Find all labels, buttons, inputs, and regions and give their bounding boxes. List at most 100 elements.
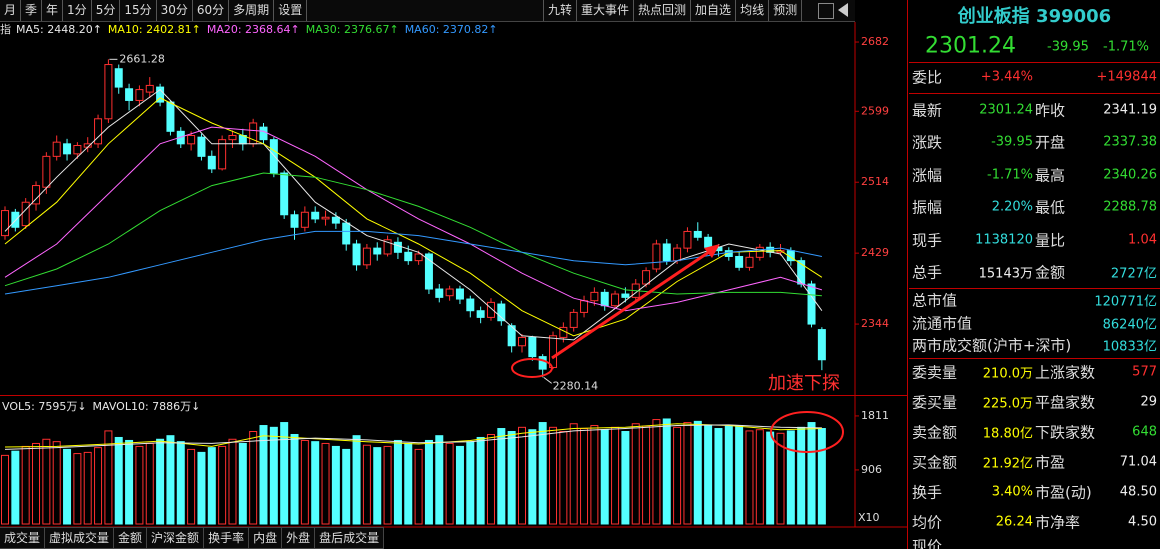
quote-value: 210.0万 bbox=[982, 366, 1033, 382]
candle-body bbox=[569, 311, 578, 328]
indicator-tab[interactable]: 沪深金额 bbox=[147, 527, 205, 549]
candle-body bbox=[455, 288, 464, 300]
candle-body bbox=[42, 155, 51, 188]
volume-bar bbox=[642, 425, 651, 525]
quote-label: 平盘家数 bbox=[1035, 393, 1096, 412]
period-button[interactable]: 多周期 bbox=[229, 0, 275, 21]
volume-bar bbox=[280, 422, 289, 525]
quote-value: 26.24 bbox=[995, 514, 1033, 530]
toolbar: 月季年 1分 5分 15分 30分 60分 多周期 设置 九转 重大事件 热点回测 加自选 均线 预测 bbox=[0, 0, 855, 22]
quote-change: -39.95 bbox=[1047, 39, 1089, 55]
volume-bar bbox=[797, 426, 806, 525]
period-button[interactable]: 季 bbox=[21, 0, 43, 21]
candle-body bbox=[331, 216, 340, 224]
quote-label: 委比 bbox=[912, 68, 943, 87]
tool-button[interactable]: 加自选 bbox=[691, 0, 737, 21]
y-tick-label: 2682 bbox=[861, 35, 889, 48]
period-button[interactable]: 年 bbox=[42, 0, 64, 21]
candle-body bbox=[414, 253, 423, 262]
indicator-tab[interactable]: 金额 bbox=[114, 527, 148, 549]
tool-button[interactable]: 重大事件 bbox=[577, 0, 635, 21]
volume-bar bbox=[404, 442, 413, 525]
quote-label: 最低 bbox=[1035, 198, 1066, 217]
period-button[interactable]: 设置 bbox=[274, 0, 308, 21]
tool-button[interactable]: 均线 bbox=[736, 0, 770, 21]
volume-bar bbox=[466, 441, 475, 525]
candle-body bbox=[373, 247, 382, 255]
quote-value: 120771亿 bbox=[1094, 294, 1157, 310]
quote-price: 2301.24 bbox=[925, 33, 1016, 59]
volume-bar bbox=[383, 445, 392, 525]
quote-label: 市净率 bbox=[1035, 513, 1081, 532]
quote-label: 开盘 bbox=[1035, 133, 1066, 152]
period-button[interactable]: 30分 bbox=[157, 0, 193, 21]
candle-body bbox=[652, 243, 661, 270]
quote-value: 10833亿 bbox=[1102, 339, 1157, 355]
quote-change-pct: -1.71% bbox=[1103, 39, 1149, 55]
tool-button[interactable]: 热点回测 bbox=[634, 0, 692, 21]
tool-button[interactable]: 九转 bbox=[543, 0, 578, 21]
volume-bar bbox=[83, 451, 92, 525]
indicator-tab[interactable]: 内盘 bbox=[249, 527, 283, 549]
volume-bar bbox=[373, 447, 382, 525]
volume-bar bbox=[745, 430, 754, 525]
indicator-tab[interactable]: 虚拟成交量 bbox=[45, 527, 115, 549]
volume-bar bbox=[207, 447, 216, 525]
period-button[interactable]: 15分 bbox=[120, 0, 157, 21]
tool-button[interactable]: 预测 bbox=[769, 0, 803, 21]
quote-label: 现价 bbox=[912, 537, 943, 549]
panel-separator bbox=[909, 62, 1160, 63]
lock-icon[interactable] bbox=[818, 3, 834, 19]
quote-label: 涨跌 bbox=[912, 133, 943, 152]
volume-bar bbox=[476, 436, 485, 525]
period-button[interactable]: 月 bbox=[0, 0, 22, 21]
trend-arrow bbox=[551, 248, 713, 360]
volume-bar bbox=[259, 425, 268, 525]
volume-bar bbox=[631, 423, 640, 525]
indicator-tab[interactable]: 盘后成交量 bbox=[315, 527, 385, 549]
candle-body bbox=[466, 298, 475, 312]
panel-separator bbox=[909, 93, 1160, 94]
ma-legend: MA5: 2448.20↑ bbox=[16, 23, 102, 36]
candle-body bbox=[280, 172, 289, 216]
volume-bar bbox=[724, 425, 733, 525]
volume-bar bbox=[73, 453, 82, 525]
candle-body bbox=[259, 126, 268, 141]
volume-bar bbox=[714, 428, 723, 525]
volume-bar bbox=[683, 422, 692, 525]
candle-body bbox=[166, 101, 175, 132]
candle-body bbox=[745, 256, 754, 268]
volume-bar bbox=[321, 442, 330, 525]
quote-label: 最新 bbox=[912, 101, 943, 120]
volume-bar bbox=[114, 436, 123, 525]
quote-label: 流通市值 bbox=[912, 314, 973, 333]
period-button[interactable]: 1分 bbox=[63, 0, 92, 21]
period-button[interactable]: 60分 bbox=[193, 0, 230, 21]
candle-body bbox=[383, 239, 392, 255]
volume-bar bbox=[290, 433, 299, 525]
candle-body bbox=[538, 356, 547, 370]
volume-scale: X10 bbox=[858, 511, 880, 524]
quote-value: 86240亿 bbox=[1102, 317, 1157, 333]
candle-body bbox=[207, 155, 216, 170]
quote-label: 总手 bbox=[912, 263, 943, 282]
volume-ma-line bbox=[4, 423, 822, 448]
quote-label: 振幅 bbox=[912, 198, 943, 217]
candle-body bbox=[507, 325, 516, 347]
candle-body bbox=[290, 214, 299, 228]
volume-bar bbox=[549, 426, 558, 525]
indicator-tab[interactable]: 换手率 bbox=[204, 527, 250, 549]
quote-label: 昨收 bbox=[1035, 101, 1066, 120]
volume-bar bbox=[755, 429, 764, 525]
volume-bar bbox=[197, 451, 206, 525]
back-icon[interactable] bbox=[838, 3, 848, 17]
candle-body bbox=[476, 310, 485, 318]
indicator-tab[interactable]: 成交量 bbox=[0, 527, 46, 549]
quote-value: 2341.19 bbox=[1103, 102, 1157, 118]
candle-body bbox=[362, 247, 371, 266]
quote-label: 最高 bbox=[1035, 166, 1066, 185]
indicator-tab[interactable]: 外盘 bbox=[282, 527, 316, 549]
period-button[interactable]: 5分 bbox=[92, 0, 121, 21]
volume-bar bbox=[104, 430, 113, 525]
